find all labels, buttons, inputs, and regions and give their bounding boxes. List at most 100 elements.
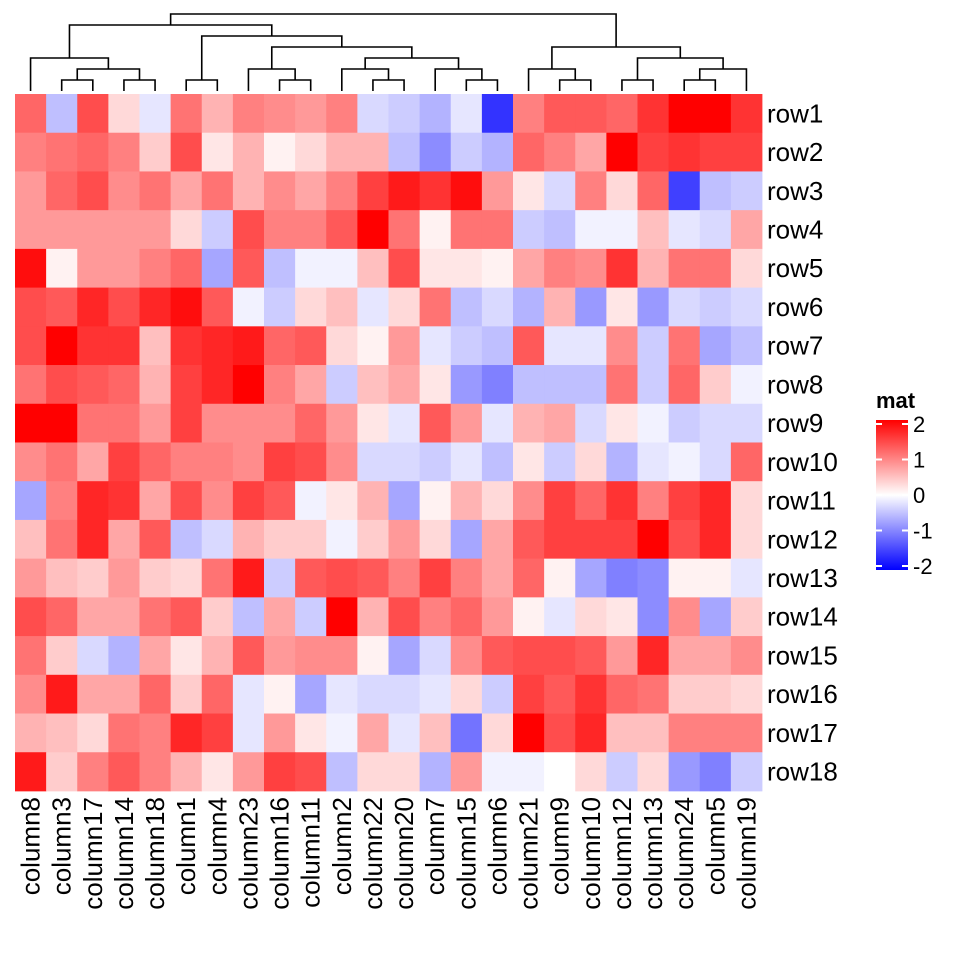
heatmap-cell — [699, 713, 732, 753]
heatmap-cell — [388, 636, 421, 676]
heatmap-cell — [481, 326, 514, 366]
column-label: column11 — [296, 797, 326, 908]
heatmap-cell — [637, 94, 670, 134]
column-label: column8 — [16, 797, 46, 895]
column-label: column18 — [140, 797, 170, 910]
heatmap-body — [15, 94, 763, 792]
heatmap-cell — [295, 597, 327, 637]
heatmap-cell — [264, 210, 296, 250]
heatmap-cell — [481, 171, 514, 211]
heatmap-cell — [15, 442, 47, 482]
heatmap-cell — [419, 287, 452, 327]
heatmap-cell — [264, 248, 296, 288]
heatmap-cell — [326, 442, 358, 482]
heatmap-cell — [295, 674, 327, 714]
heatmap-cell — [264, 171, 296, 211]
heatmap-cell — [264, 674, 296, 714]
heatmap-cell — [575, 752, 607, 792]
heatmap-cell — [450, 481, 483, 521]
heatmap-cell — [388, 365, 421, 405]
heatmap-cell — [450, 558, 483, 598]
heatmap-cell — [668, 248, 701, 288]
heatmap-cell — [513, 210, 545, 250]
heatmap-cell — [481, 210, 514, 250]
heatmap-cell — [606, 519, 638, 560]
heatmap-cell — [575, 248, 607, 288]
column-label: column16 — [265, 797, 295, 910]
heatmap-cell — [606, 326, 638, 366]
heatmap-cell — [513, 94, 545, 134]
row-label: row18 — [767, 757, 838, 787]
heatmap-cell — [139, 326, 172, 366]
heatmap-cell — [201, 248, 234, 288]
heatmap-cell — [668, 442, 701, 482]
heatmap-cell — [699, 481, 732, 521]
heatmap-cell — [108, 132, 140, 172]
heatmap-cell — [77, 636, 109, 676]
heatmap-cell — [513, 481, 545, 521]
heatmap-cell — [139, 94, 172, 134]
heatmap-cell — [264, 94, 296, 134]
heatmap-cell — [699, 636, 732, 676]
heatmap-cell — [15, 210, 47, 250]
heatmap-cell — [46, 597, 78, 637]
heatmap-cell — [699, 248, 732, 288]
heatmap-cell — [139, 403, 172, 443]
heatmap-cell — [295, 519, 327, 560]
heatmap-cell — [699, 287, 732, 327]
heatmap-cell — [637, 248, 670, 288]
heatmap-cell — [357, 365, 389, 405]
heatmap-cell — [637, 713, 670, 753]
heatmap-cell — [232, 287, 265, 327]
heatmap-cell — [295, 171, 327, 211]
heatmap-cell — [544, 674, 576, 714]
heatmap-cell — [388, 481, 421, 521]
heatmap-cell — [513, 752, 545, 792]
heatmap-cell — [637, 558, 670, 598]
heatmap-cell — [637, 365, 670, 405]
heatmap-cell — [139, 171, 172, 211]
heatmap-cell — [326, 248, 358, 288]
heatmap-cell — [481, 248, 514, 288]
column-label: column3 — [47, 797, 77, 895]
heatmap-cell — [170, 403, 203, 443]
heatmap-cell — [450, 248, 483, 288]
row-label: row16 — [767, 679, 838, 709]
heatmap-cell — [201, 636, 234, 676]
heatmap-cell — [77, 365, 109, 405]
heatmap-cell — [295, 132, 327, 172]
heatmap-cell — [668, 287, 701, 327]
heatmap-cell — [481, 558, 514, 598]
legend-tick-label: 2 — [913, 412, 925, 437]
heatmap-cell — [730, 94, 763, 134]
heatmap-cell — [388, 558, 421, 598]
heatmap-cell — [15, 326, 47, 366]
heatmap-cell — [419, 597, 452, 637]
heatmap-cell — [544, 442, 576, 482]
heatmap-cell — [201, 171, 234, 211]
heatmap-cell — [295, 752, 327, 792]
heatmap-cell — [201, 210, 234, 250]
heatmap-cell — [575, 210, 607, 250]
heatmap-cell — [544, 287, 576, 327]
heatmap-cell — [388, 326, 421, 366]
heatmap-cell — [575, 519, 607, 560]
heatmap-cell — [419, 713, 452, 753]
heatmap-cell — [513, 171, 545, 211]
row-label: row17 — [767, 718, 838, 748]
heatmap-cell — [606, 597, 638, 637]
heatmap-cell — [388, 132, 421, 172]
heatmap-cell — [730, 287, 763, 327]
column-dendrogram — [29, 13, 748, 91]
heatmap-cell — [201, 597, 234, 637]
heatmap-cell — [481, 132, 514, 172]
heatmap-cell — [264, 287, 296, 327]
heatmap-cell — [419, 558, 452, 598]
heatmap-cell — [264, 713, 296, 753]
heatmap-cell — [295, 713, 327, 753]
heatmap-cell — [450, 752, 483, 792]
column-label: column13 — [638, 797, 668, 910]
heatmap-cell — [513, 597, 545, 637]
heatmap-cell — [232, 210, 265, 250]
heatmap-cell — [232, 403, 265, 443]
